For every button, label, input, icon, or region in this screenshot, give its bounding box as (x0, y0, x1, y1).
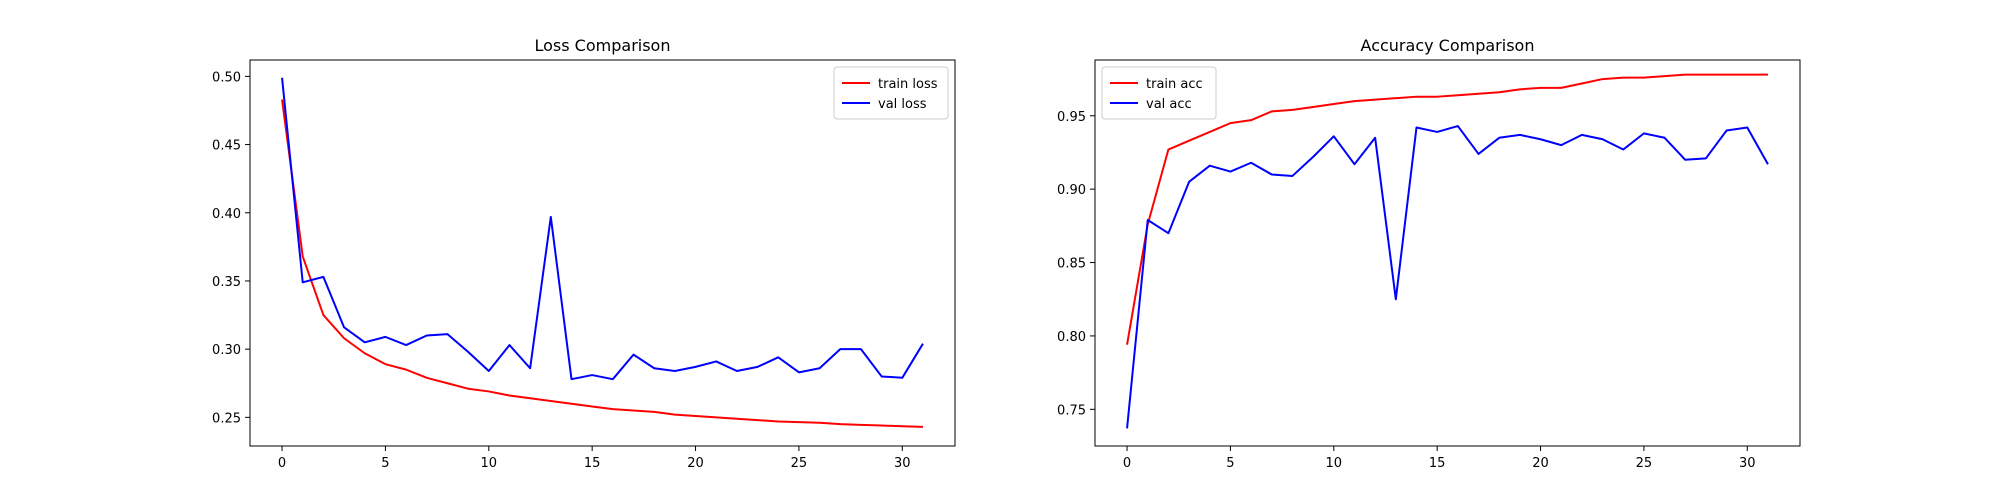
y-tick-label: 0.90 (1057, 183, 1086, 198)
x-tick-label: 20 (1532, 456, 1549, 471)
y-tick-label: 0.95 (1057, 110, 1086, 125)
y-tick-label: 0.30 (212, 343, 241, 358)
val-loss-legend-label: val loss (878, 97, 927, 112)
val-acc-legend-label: val acc (1146, 97, 1192, 112)
accuracy-chart: Accuracy Comparison 0 5 10 15 20 25 30 0.75 0.80 0… (1057, 36, 1801, 471)
x-tick-label: 5 (381, 456, 389, 471)
x-tick-label: 10 (481, 456, 498, 471)
x-tick-label: 10 (1326, 456, 1343, 471)
x-tick-label: 25 (1636, 456, 1653, 471)
y-tick-label: 0.25 (212, 411, 241, 426)
loss-legend: train loss val loss (833, 66, 949, 120)
x-tick-label: 20 (687, 456, 704, 471)
y-tick-label: 0.50 (212, 70, 241, 85)
loss-plot-frame (249, 59, 956, 447)
legend-frame (1101, 66, 1217, 120)
x-tick-label: 30 (894, 456, 911, 471)
legend-frame (833, 66, 949, 120)
x-tick-label: 0 (1123, 456, 1131, 471)
x-tick-label: 0 (278, 456, 286, 471)
acc-legend: train acc val acc (1101, 66, 1217, 120)
x-tick-label: 30 (1739, 456, 1756, 471)
y-tick-label: 0.80 (1057, 330, 1086, 345)
y-tick-label: 0.45 (212, 139, 241, 154)
val-loss-line (281, 77, 924, 381)
y-tick-label: 0.75 (1057, 403, 1086, 418)
loss-chart: Loss Comparison 0 5 10 15 20 25 30 0.25 0.30 0.35 0… (212, 36, 956, 471)
train-acc-legend-label: train acc (1146, 77, 1203, 92)
acc-plot-frame (1094, 59, 1801, 447)
x-tick-label: 15 (1429, 456, 1446, 471)
train-loss-line (281, 99, 923, 428)
loss-chart-title: Loss Comparison (535, 36, 671, 55)
x-tick-label: 25 (791, 456, 808, 471)
acc-chart-title: Accuracy Comparison (1361, 36, 1535, 55)
y-tick-label: 0.85 (1057, 257, 1086, 272)
x-tick-label: 15 (584, 456, 601, 471)
train-loss-legend-label: train loss (878, 77, 938, 92)
val-acc-line (1126, 125, 1769, 429)
train-acc-line (1126, 73, 1768, 345)
y-tick-label: 0.40 (212, 207, 241, 222)
x-tick-label: 5 (1226, 456, 1234, 471)
y-tick-label: 0.35 (212, 275, 241, 290)
